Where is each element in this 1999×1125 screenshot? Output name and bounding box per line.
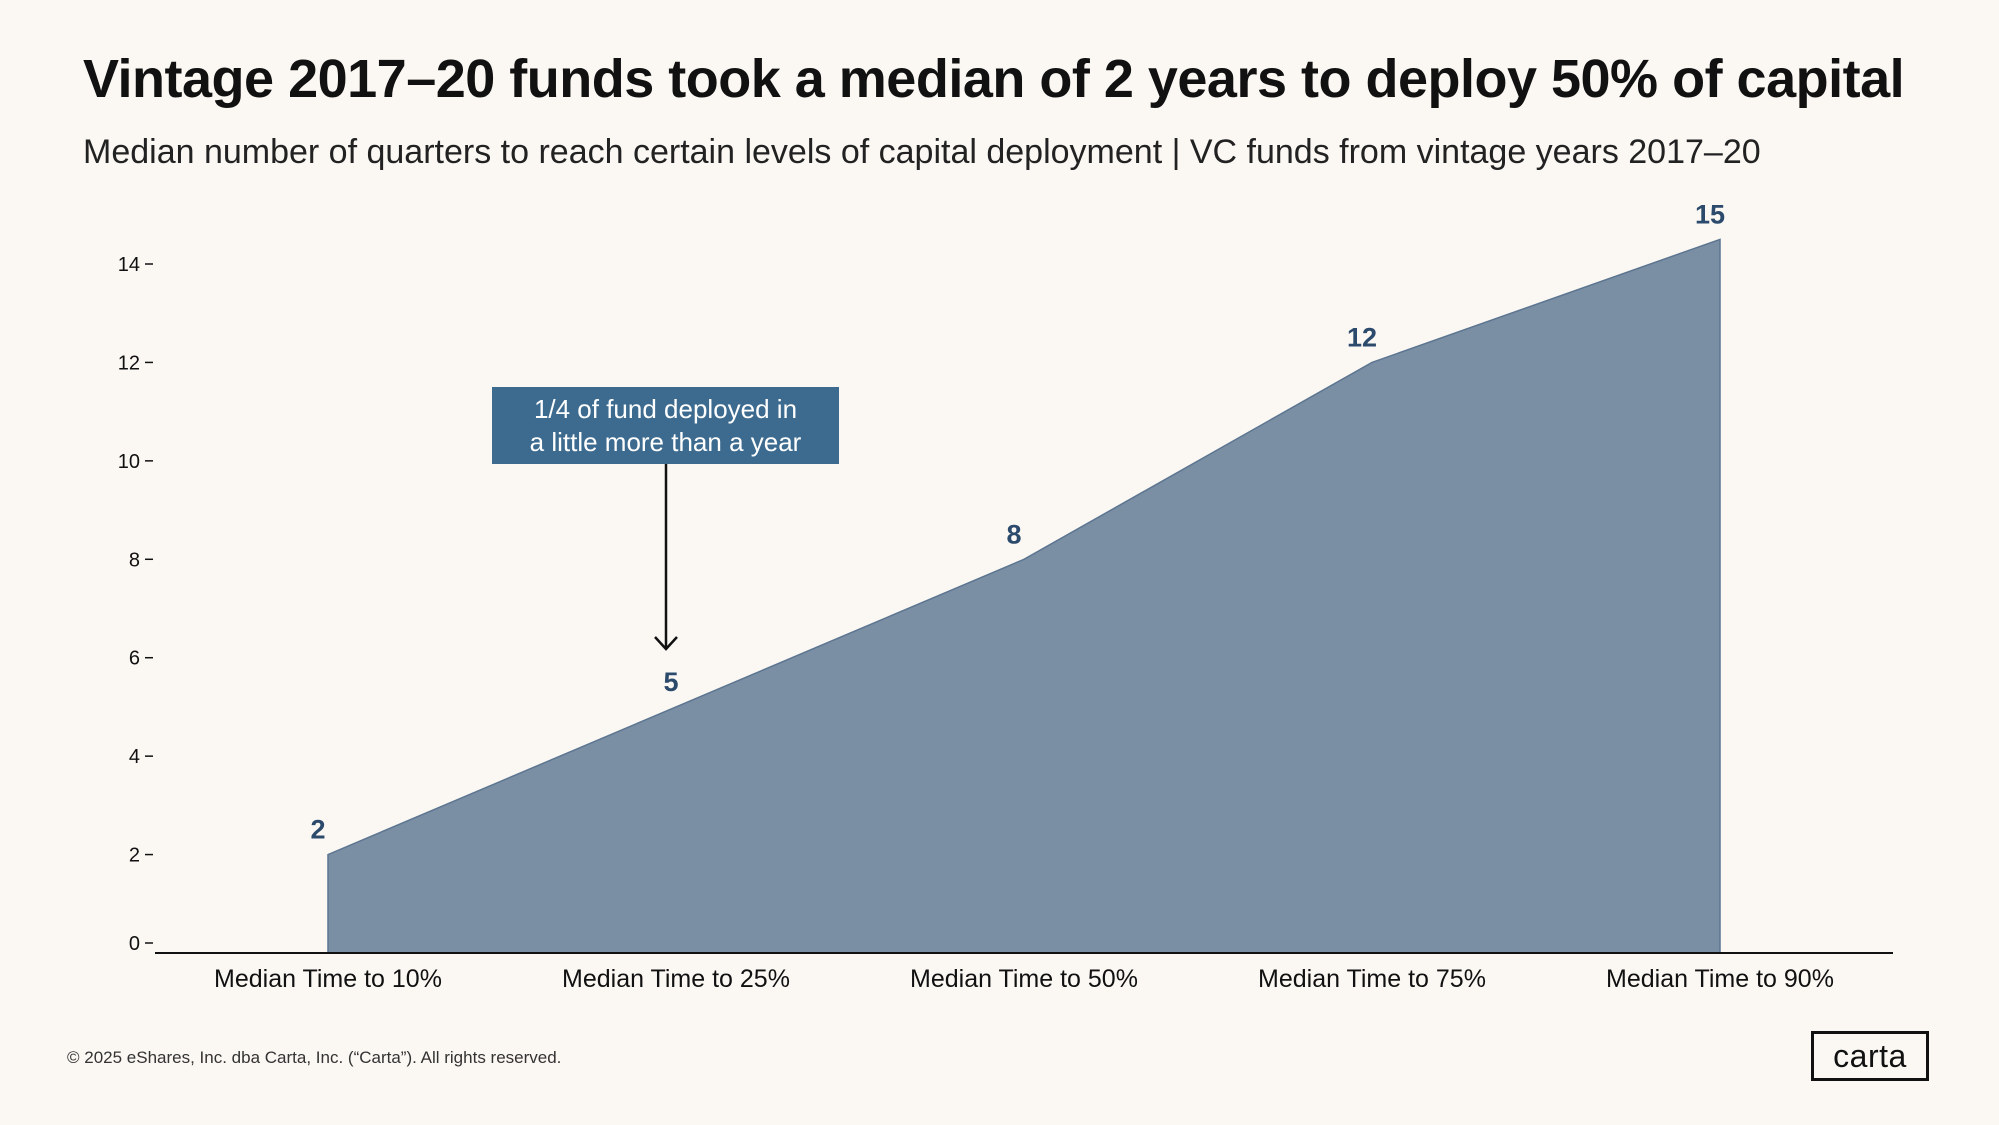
x-tick-label: Median Time to 50% bbox=[910, 965, 1138, 993]
carta-logo: carta bbox=[1811, 1031, 1929, 1081]
area-series bbox=[327, 238, 1721, 954]
data-label: 12 bbox=[1347, 322, 1377, 352]
annotation-line-1: 1/4 of fund deployed in bbox=[533, 393, 798, 424]
y-tick-label: 2 bbox=[129, 845, 140, 867]
y-axis: 0 2 4 6 8 10 12 14 bbox=[118, 254, 153, 955]
x-tick-label: Median Time to 75% bbox=[1258, 965, 1486, 993]
chart-subtitle: Median number of quarters to reach certa… bbox=[83, 133, 1761, 171]
y-tick-label: 0 bbox=[129, 933, 140, 955]
data-point bbox=[1023, 558, 1025, 560]
data-point bbox=[327, 854, 329, 856]
annotation-callout: 1/4 of fund deployed in a little more th… bbox=[492, 387, 839, 464]
y-tick-label: 6 bbox=[129, 648, 140, 670]
chart-title: Vintage 2017–20 funds took a median of 2… bbox=[83, 49, 1905, 109]
annotation-arrow bbox=[654, 464, 678, 651]
x-tick-label: Median Time to 25% bbox=[562, 965, 790, 993]
x-axis: Median Time to 10% Median Time to 25% Medi… bbox=[155, 952, 1893, 993]
data-labels: 2 5 8 12 15 bbox=[310, 199, 1725, 844]
area-shape bbox=[327, 238, 1721, 954]
annotation-line-2: a little more than a year bbox=[529, 426, 802, 457]
y-tick-label: 12 bbox=[118, 352, 140, 374]
data-label: 15 bbox=[1695, 199, 1725, 229]
y-tick-label: 14 bbox=[118, 254, 140, 276]
data-point bbox=[675, 706, 677, 708]
x-tick-label: Median Time to 90% bbox=[1606, 965, 1834, 993]
data-label: 8 bbox=[1006, 519, 1021, 549]
copyright-footer: © 2025 eShares, Inc. dba Carta, Inc. (“C… bbox=[67, 1048, 562, 1067]
arrow-head bbox=[654, 636, 678, 651]
y-tick-label: 10 bbox=[118, 451, 140, 473]
data-label: 2 bbox=[310, 815, 325, 845]
x-tick-label: Median Time to 10% bbox=[214, 965, 442, 993]
data-label: 5 bbox=[663, 667, 678, 697]
data-point bbox=[1719, 238, 1721, 240]
y-tick-label: 8 bbox=[129, 549, 140, 571]
y-tick-label: 4 bbox=[129, 746, 140, 768]
data-point bbox=[1371, 361, 1373, 363]
